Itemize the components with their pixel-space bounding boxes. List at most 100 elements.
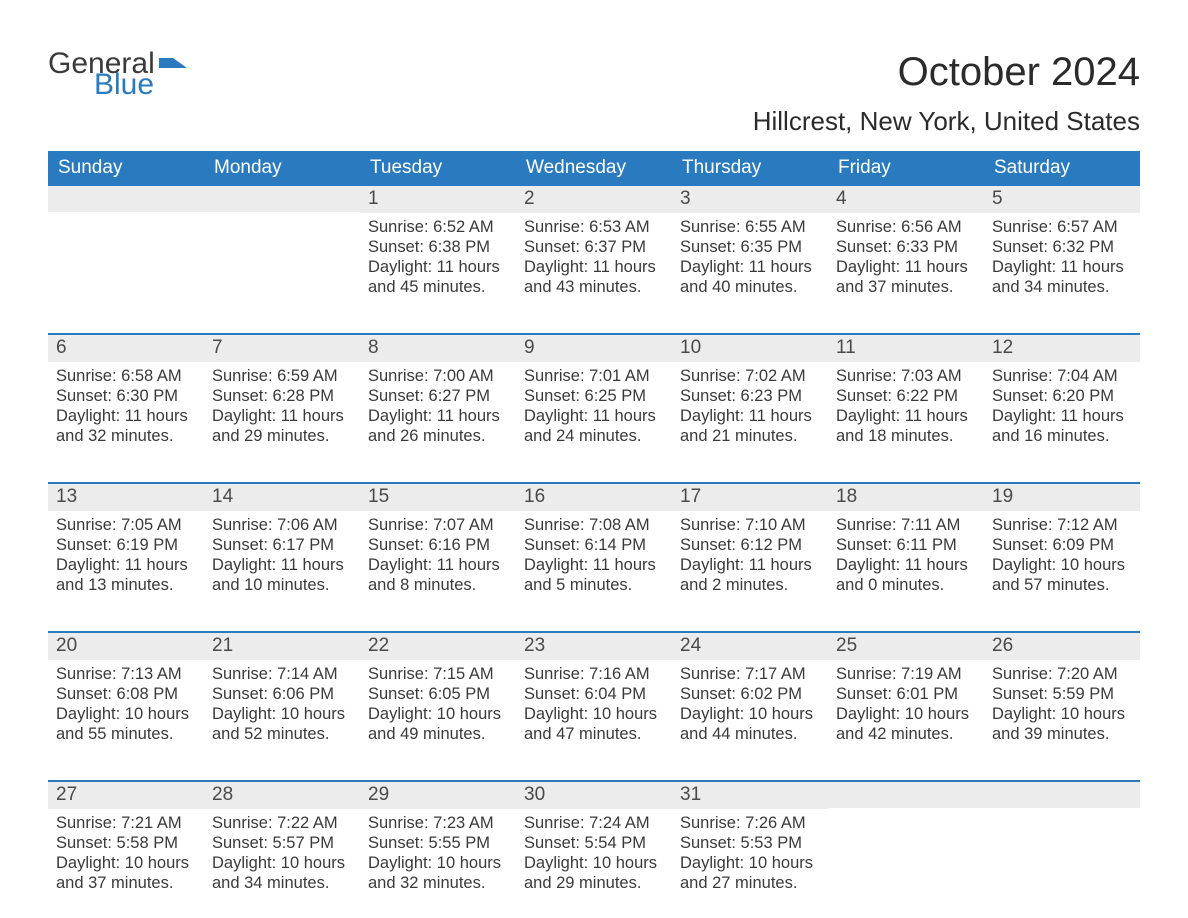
day-number: 1 [360, 186, 516, 213]
day-number: 25 [828, 633, 984, 660]
day-cell: 3Sunrise: 6:55 AMSunset: 6:35 PMDaylight… [672, 186, 828, 309]
day-number: 23 [516, 633, 672, 660]
day-body: Sunrise: 7:02 AMSunset: 6:23 PMDaylight:… [672, 362, 828, 458]
day-cell: 11Sunrise: 7:03 AMSunset: 6:22 PMDayligh… [828, 335, 984, 458]
daylight-line: Daylight: 11 hours and 40 minutes. [680, 257, 820, 297]
sunrise-line: Sunrise: 7:24 AM [524, 813, 664, 833]
sunset-line: Sunset: 6:25 PM [524, 386, 664, 406]
sunset-line: Sunset: 6:14 PM [524, 535, 664, 555]
daylight-line: Daylight: 11 hours and 43 minutes. [524, 257, 664, 297]
sunset-line: Sunset: 6:23 PM [680, 386, 820, 406]
day-cell: 23Sunrise: 7:16 AMSunset: 6:04 PMDayligh… [516, 633, 672, 756]
daylight-line: Daylight: 11 hours and 24 minutes. [524, 406, 664, 446]
daylight-line: Daylight: 11 hours and 26 minutes. [368, 406, 508, 446]
sunset-line: Sunset: 6:28 PM [212, 386, 352, 406]
day-body: Sunrise: 7:17 AMSunset: 6:02 PMDaylight:… [672, 660, 828, 756]
week-row: 27 Sunrise: 7:21 AMSunset: 5:58 PMDayligh… [48, 780, 1140, 905]
sunrise-line: Sunrise: 7:06 AM [212, 515, 352, 535]
daylight-line: Daylight: 11 hours and 0 minutes. [836, 555, 976, 595]
sunset-line: Sunset: 6:01 PM [836, 684, 976, 704]
sunset-line: Sunset: 6:05 PM [368, 684, 508, 704]
day-number: 11 [828, 335, 984, 362]
sunrise-line: Sunrise: 7:11 AM [836, 515, 976, 535]
sunrise-line: Sunrise: 7:07 AM [368, 515, 508, 535]
sunrise-line: Sunrise: 7:12 AM [992, 515, 1132, 535]
daylight-line: Daylight: 10 hours and 57 minutes. [992, 555, 1132, 595]
day-number [48, 186, 204, 212]
day-number: 8 [360, 335, 516, 362]
day-cell: 24Sunrise: 7:17 AMSunset: 6:02 PMDayligh… [672, 633, 828, 756]
daylight-line: Daylight: 11 hours and 21 minutes. [680, 406, 820, 446]
daylight-line: Daylight: 11 hours and 5 minutes. [524, 555, 664, 595]
day-body: Sunrise: 7:00 AMSunset: 6:27 PMDaylight:… [360, 362, 516, 458]
title-block: October 2024 [898, 50, 1140, 95]
day-cell: 7Sunrise: 6:59 AMSunset: 6:28 PMDaylight… [204, 335, 360, 458]
sunrise-line: Sunrise: 7:14 AM [212, 664, 352, 684]
day-number: 26 [984, 633, 1140, 660]
sunset-line: Sunset: 6:38 PM [368, 237, 508, 257]
day-cell [48, 186, 204, 309]
daylight-line: Daylight: 10 hours and 37 minutes. [56, 853, 196, 893]
sunset-line: Sunset: 6:11 PM [836, 535, 976, 555]
sunrise-line: Sunrise: 7:19 AM [836, 664, 976, 684]
sunset-line: Sunset: 5:59 PM [992, 684, 1132, 704]
daylight-line: Daylight: 10 hours and 52 minutes. [212, 704, 352, 744]
day-number: 27 [48, 782, 204, 809]
day-cell: 19Sunrise: 7:12 AMSunset: 6:09 PMDayligh… [984, 484, 1140, 607]
day-number: 3 [672, 186, 828, 213]
dow-tuesday: Tuesday [360, 151, 516, 186]
day-cell: 12Sunrise: 7:04 AMSunset: 6:20 PMDayligh… [984, 335, 1140, 458]
sunrise-line: Sunrise: 6:53 AM [524, 217, 664, 237]
sunset-line: Sunset: 6:33 PM [836, 237, 976, 257]
day-number: 24 [672, 633, 828, 660]
sunrise-line: Sunrise: 7:15 AM [368, 664, 508, 684]
day-body: Sunrise: 6:56 AMSunset: 6:33 PMDaylight:… [828, 213, 984, 309]
day-body: Sunrise: 7:12 AMSunset: 6:09 PMDaylight:… [984, 511, 1140, 607]
sunrise-line: Sunrise: 7:20 AM [992, 664, 1132, 684]
day-number: 2 [516, 186, 672, 213]
calendar: Sunday Monday Tuesday Wednesday Thursday… [48, 151, 1140, 905]
sunrise-line: Sunrise: 7:26 AM [680, 813, 820, 833]
sunset-line: Sunset: 6:17 PM [212, 535, 352, 555]
day-body: Sunrise: 7:13 AMSunset: 6:08 PMDaylight:… [48, 660, 204, 756]
day-cell: 27 Sunrise: 7:21 AMSunset: 5:58 PMDayligh… [48, 782, 204, 905]
daylight-line: Daylight: 11 hours and 37 minutes. [836, 257, 976, 297]
sunrise-line: Sunrise: 7:08 AM [524, 515, 664, 535]
day-cell: 9Sunrise: 7:01 AMSunset: 6:25 PMDaylight… [516, 335, 672, 458]
sunrise-line: Sunrise: 7:02 AM [680, 366, 820, 386]
sunset-line: Sunset: 5:58 PM [56, 833, 196, 853]
sunrise-line: Sunrise: 7:00 AM [368, 366, 508, 386]
day-body [204, 212, 360, 308]
sunrise-line: Sunrise: 7:05 AM [56, 515, 196, 535]
day-number: 5 [984, 186, 1140, 213]
sunrise-line: Sunrise: 7:21 AM [56, 813, 196, 833]
day-body: Sunrise: 7:04 AMSunset: 6:20 PMDaylight:… [984, 362, 1140, 458]
daylight-line: Daylight: 11 hours and 13 minutes. [56, 555, 196, 595]
day-body: Sunrise: 7:10 AMSunset: 6:12 PMDaylight:… [672, 511, 828, 607]
day-body: Sunrise: 7:01 AMSunset: 6:25 PMDaylight:… [516, 362, 672, 458]
daylight-line: Daylight: 11 hours and 8 minutes. [368, 555, 508, 595]
day-cell: 22Sunrise: 7:15 AMSunset: 6:05 PMDayligh… [360, 633, 516, 756]
daylight-line: Daylight: 11 hours and 18 minutes. [836, 406, 976, 446]
page-title: October 2024 [898, 50, 1140, 95]
day-number: 29 [360, 782, 516, 809]
day-number: 9 [516, 335, 672, 362]
day-body: Sunrise: 7:15 AMSunset: 6:05 PMDaylight:… [360, 660, 516, 756]
daylight-line: Daylight: 11 hours and 10 minutes. [212, 555, 352, 595]
sunset-line: Sunset: 6:19 PM [56, 535, 196, 555]
day-cell: 16Sunrise: 7:08 AMSunset: 6:14 PMDayligh… [516, 484, 672, 607]
sunset-line: Sunset: 6:27 PM [368, 386, 508, 406]
week-row: 6Sunrise: 6:58 AMSunset: 6:30 PMDaylight… [48, 333, 1140, 458]
sunrise-line: Sunrise: 7:23 AM [368, 813, 508, 833]
day-number [828, 782, 984, 808]
day-number: 10 [672, 335, 828, 362]
sunset-line: Sunset: 6:16 PM [368, 535, 508, 555]
day-cell: 8Sunrise: 7:00 AMSunset: 6:27 PMDaylight… [360, 335, 516, 458]
sunrise-line: Sunrise: 7:13 AM [56, 664, 196, 684]
daylight-line: Daylight: 10 hours and 44 minutes. [680, 704, 820, 744]
sunset-line: Sunset: 6:12 PM [680, 535, 820, 555]
day-cell: 6Sunrise: 6:58 AMSunset: 6:30 PMDaylight… [48, 335, 204, 458]
day-body: Sunrise: 7:19 AMSunset: 6:01 PMDaylight:… [828, 660, 984, 756]
day-body: Sunrise: 7:07 AMSunset: 6:16 PMDaylight:… [360, 511, 516, 607]
day-cell: 26Sunrise: 7:20 AMSunset: 5:59 PMDayligh… [984, 633, 1140, 756]
